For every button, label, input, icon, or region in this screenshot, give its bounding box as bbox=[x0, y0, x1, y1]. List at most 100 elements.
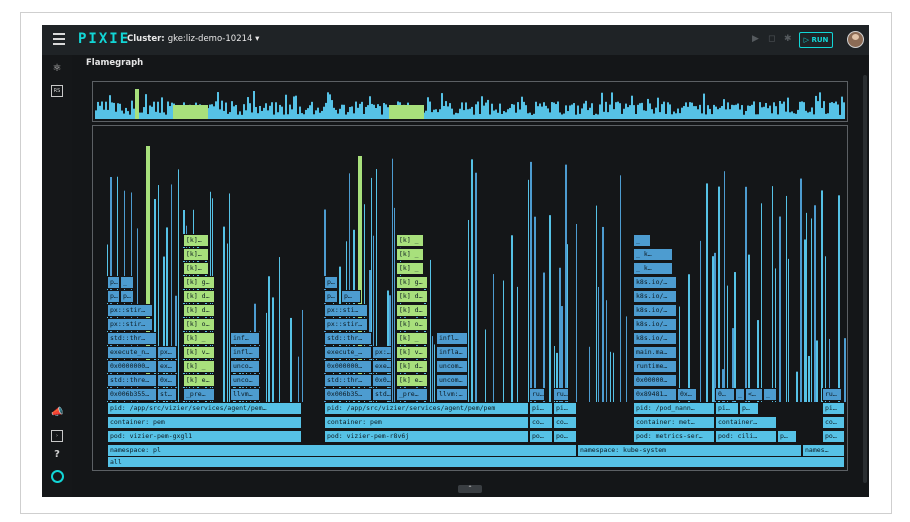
frame-namespace-kube-system[interactable]: namespace: kube-system bbox=[577, 444, 802, 457]
frame-kernel[interactable]: [k] o… bbox=[396, 318, 428, 331]
frame-container[interactable]: container… bbox=[715, 416, 777, 429]
frame-kernel[interactable]: [k] v… bbox=[183, 346, 215, 359]
frame-stack[interactable]: infl… bbox=[230, 346, 260, 359]
frame-stack[interactable]: uncom… bbox=[436, 360, 468, 373]
cluster-selector[interactable]: Cluster: gke:liz-demo-10214 ▾ bbox=[127, 34, 259, 44]
frame-stack[interactable]: px::stir… bbox=[107, 318, 153, 331]
frame-stack[interactable]: infla… bbox=[436, 346, 468, 359]
frame-pid[interactable] bbox=[759, 402, 802, 404]
frame-kernel[interactable]: [k] _ bbox=[396, 234, 424, 247]
frame-stack[interactable]: _ bbox=[763, 388, 777, 401]
frame-stack[interactable]: 0x89481… bbox=[633, 388, 677, 401]
frame-container[interactable]: co… bbox=[529, 416, 553, 429]
run-button[interactable]: ▷ RUN bbox=[799, 32, 833, 48]
frame-kernel[interactable]: [k]… bbox=[183, 234, 209, 247]
frame-kernel[interactable]: [k] d… bbox=[183, 290, 215, 303]
frame-stack[interactable]: k8s.io/… bbox=[633, 332, 677, 345]
frame-kernel[interactable]: [k] _ bbox=[396, 248, 424, 261]
frame-container[interactable] bbox=[577, 416, 633, 418]
frame-container[interactable]: container: pem bbox=[107, 416, 302, 429]
frame-pid[interactable]: pi… bbox=[822, 402, 845, 415]
frame-pod[interactable]: po… bbox=[822, 430, 845, 443]
frame-stack[interactable]: p… bbox=[107, 276, 120, 289]
frame-pid[interactable]: pi… bbox=[529, 402, 553, 415]
frame-container[interactable]: container: met… bbox=[633, 416, 715, 429]
frame-container[interactable] bbox=[777, 416, 802, 418]
frame-stack[interactable]: p… bbox=[341, 290, 361, 303]
frame-kernel[interactable]: [k] _ bbox=[183, 332, 215, 345]
help-icon[interactable]: ? bbox=[54, 449, 60, 460]
frame-pod[interactable]: po… bbox=[553, 430, 577, 443]
frame-kernel[interactable]: [k] o… bbox=[183, 318, 215, 331]
frame-kernel[interactable]: [k] e… bbox=[396, 374, 428, 387]
frame-stack[interactable]: _pre… bbox=[396, 388, 428, 401]
frame-stack[interactable]: 0x00000… bbox=[633, 374, 677, 387]
frame-stack[interactable]: exe… bbox=[372, 360, 392, 373]
frame-stack[interactable]: k8s.io/… bbox=[633, 276, 677, 289]
frame-stack[interactable]: 0x000000… bbox=[324, 360, 372, 373]
frame-stack[interactable]: unco… bbox=[230, 360, 260, 373]
frame-stack[interactable]: _ k… bbox=[633, 248, 673, 261]
frame-pid[interactable] bbox=[802, 402, 822, 404]
frame-stack[interactable]: ru… bbox=[529, 388, 545, 401]
frame-kernel[interactable]: [k]… bbox=[183, 262, 209, 275]
frame-stack[interactable]: k8s.io/… bbox=[633, 318, 677, 331]
frame-stack[interactable]: p… bbox=[120, 290, 134, 303]
frame-stack[interactable]: <… bbox=[745, 388, 763, 401]
frame-stack[interactable]: execute_n… bbox=[107, 346, 157, 359]
frame-stack[interactable]: px:… bbox=[372, 346, 392, 359]
frame-stack[interactable]: px… bbox=[157, 346, 177, 359]
frame-stack[interactable]: ex… bbox=[157, 360, 177, 373]
frame-pid[interactable]: pi… bbox=[715, 402, 739, 415]
frame-kernel[interactable]: [k] d… bbox=[183, 304, 215, 317]
frame-stack[interactable]: p… bbox=[324, 276, 338, 289]
frame-stack[interactable]: 0x0000000… bbox=[107, 360, 157, 373]
frame-pod[interactable]: po… bbox=[529, 430, 553, 443]
frame-kernel[interactable]: [k] v… bbox=[396, 346, 428, 359]
frame-pod[interactable]: pod: vizier-pem-gxgl1 bbox=[107, 430, 302, 443]
flamegraph-minimap[interactable] bbox=[92, 81, 848, 122]
frame-stack[interactable]: llvm:… bbox=[436, 388, 468, 401]
frame-stack[interactable]: ru… bbox=[822, 388, 842, 401]
frame-stack[interactable]: _ k… bbox=[633, 262, 673, 275]
frame-stack[interactable]: _ bbox=[633, 234, 651, 247]
frame-stack[interactable]: 0x… bbox=[677, 388, 697, 401]
frame-pid[interactable] bbox=[302, 402, 324, 404]
frame-kernel[interactable]: [k] _ bbox=[396, 262, 424, 275]
frame-container[interactable]: container: pem bbox=[324, 416, 529, 429]
pixie-ring-icon[interactable] bbox=[51, 470, 64, 483]
frame-stack[interactable]: k8s.io/… bbox=[633, 290, 677, 303]
frame-stack[interactable]: 0… bbox=[715, 388, 735, 401]
frame-kernel[interactable]: [k] d… bbox=[396, 290, 428, 303]
frame-namespace-pl[interactable]: namespace: pl bbox=[107, 444, 577, 457]
frame-all[interactable]: all bbox=[107, 456, 845, 468]
chevron-up-icon[interactable]: ⌃ bbox=[458, 485, 482, 493]
stop-icon[interactable]: ◻ bbox=[768, 34, 776, 44]
frame-pod[interactable] bbox=[577, 430, 633, 432]
frame-kernel[interactable]: [k] d… bbox=[396, 360, 428, 373]
frame-stack[interactable]: 0x0… bbox=[372, 374, 392, 387]
frame-stack[interactable]: p… bbox=[324, 290, 338, 303]
frame-stack[interactable]: std::thr… bbox=[107, 332, 157, 345]
frame-stack[interactable]: st… bbox=[157, 388, 177, 401]
vertical-scrollbar[interactable] bbox=[863, 75, 867, 483]
flamegraph-view[interactable]: all namespace: pl namespace: kube-system… bbox=[92, 125, 848, 471]
frame-container[interactable]: co… bbox=[553, 416, 577, 429]
frame-pod[interactable]: pod: vizier-pem-r8v6j bbox=[324, 430, 529, 443]
frame-pod[interactable] bbox=[302, 430, 324, 432]
frame-container[interactable] bbox=[802, 416, 822, 418]
frame-stack[interactable]: 0x… bbox=[157, 374, 177, 387]
frame-pid[interactable] bbox=[577, 402, 633, 404]
rs-badge-icon[interactable]: RS bbox=[51, 85, 63, 97]
frame-stack[interactable]: px::stir… bbox=[324, 318, 368, 331]
avatar[interactable] bbox=[847, 31, 864, 48]
frame-kernel[interactable]: [k] d… bbox=[396, 304, 428, 317]
frame-stack[interactable]: uncom… bbox=[436, 374, 468, 387]
frame-stack[interactable]: llvm… bbox=[230, 388, 260, 401]
frame-stack[interactable]: std… bbox=[372, 388, 392, 401]
frame-stack[interactable]: execute_… bbox=[324, 346, 372, 359]
frame-pid[interactable]: p… bbox=[739, 402, 759, 415]
play-icon[interactable]: ▶ bbox=[752, 34, 759, 44]
frame-stack[interactable]: std::thre… bbox=[107, 374, 157, 387]
announce-icon[interactable]: 📣 bbox=[51, 407, 64, 418]
